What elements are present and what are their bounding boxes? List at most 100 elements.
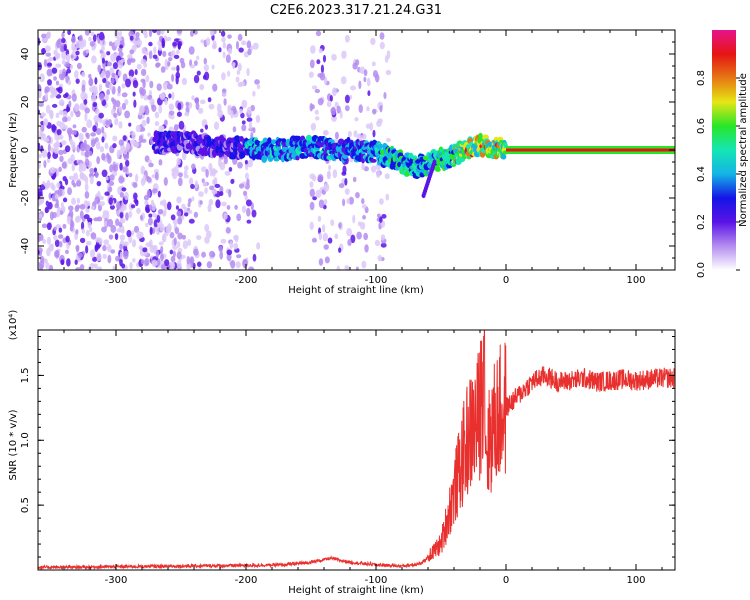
spectrogram-speckle	[94, 108, 100, 115]
spectrogram-speckle	[112, 62, 119, 70]
spectrogram-speckle	[89, 77, 93, 86]
spectrogram-speckle	[153, 219, 158, 228]
spectrogram-speckle	[86, 240, 92, 246]
spectrogram-speckle	[246, 117, 253, 122]
spectrogram-speckle	[179, 57, 185, 64]
spectrogram-ridge-mark	[281, 138, 287, 143]
spectrogram-speckle	[323, 199, 328, 205]
spectrogram-speckle	[197, 107, 204, 114]
spectrogram-speckle	[354, 117, 359, 122]
spectrogram-speckle	[168, 56, 173, 62]
spectrogram-speckle	[125, 212, 129, 221]
spectrogram-ridge-mark	[478, 132, 483, 140]
spectrogram-speckle	[107, 254, 112, 264]
spectrogram-speckle	[140, 68, 147, 77]
spectrogram-speckle	[129, 35, 134, 41]
spectrogram-speckle	[41, 47, 47, 55]
spectrogram-speckle	[119, 191, 125, 198]
spectrogram-speckle	[62, 197, 68, 203]
spectrogram-speckle	[246, 178, 250, 186]
spectrogram-speckle	[56, 208, 61, 218]
spectrogram-speckle	[187, 239, 192, 247]
spectrogram-speckle	[45, 45, 51, 52]
spectrogram-speckle	[376, 213, 381, 218]
spectrogram-speckle	[221, 201, 227, 207]
spectrogram-speckle	[68, 205, 74, 211]
spectrogram-speckle	[315, 30, 322, 37]
spectrogram-speckle	[148, 30, 153, 38]
spectrogram-speckle	[106, 155, 112, 164]
spectrogram-speckle	[81, 228, 85, 234]
spectrogram-speckle	[176, 196, 182, 204]
spectrogram-speckle	[310, 45, 316, 54]
spectrogram-speckle	[38, 102, 44, 107]
spectrogram-speckle	[51, 67, 58, 74]
spectrogram-speckle	[118, 148, 123, 156]
spectrogram-speckle	[117, 70, 122, 77]
spectrogram-speckle	[151, 259, 158, 268]
spectrogram-speckle	[171, 262, 176, 269]
spectrogram-speckle	[148, 213, 153, 218]
spectrogram-speckle	[198, 191, 204, 198]
spectrogram-speckle	[108, 234, 114, 240]
spectrogram-speckle	[96, 266, 103, 270]
spectrogram-speckle	[315, 189, 322, 198]
spectrogram-speckle	[59, 210, 64, 215]
spectrogram-speckle	[99, 72, 104, 78]
spectrogram-speckle	[45, 262, 50, 269]
y-tick-label: -40	[20, 238, 31, 254]
spectrogram-speckle	[101, 136, 105, 143]
spectrogram-speckle	[251, 209, 257, 218]
spectrogram-speckle	[92, 125, 97, 133]
spectrogram-speckle	[58, 149, 64, 156]
spectrogram-x-ticks: -300 -200 -100 0 100	[37, 30, 663, 286]
spectrogram-speckle	[238, 183, 245, 189]
spectrogram-speckle	[236, 254, 242, 259]
spectrogram-speckle	[344, 188, 350, 195]
spectrogram-speckle	[39, 263, 44, 270]
spectrogram-speckle	[167, 201, 172, 211]
spectrogram-speckle	[83, 98, 88, 105]
spectrogram-speckle	[41, 223, 48, 229]
spectrogram-speckle	[256, 84, 261, 90]
spectrogram-speckle	[127, 53, 133, 60]
spectrogram-speckle	[98, 31, 105, 41]
spectrogram-speckle	[138, 135, 143, 144]
spectrogram-speckle	[375, 170, 381, 178]
spectrogram-speckle	[90, 139, 96, 148]
spectrogram-speckle	[181, 77, 188, 86]
spectrogram-speckle	[318, 199, 325, 209]
colorbar-tick-label: 0.8	[696, 70, 707, 86]
spectrogram-speckle	[227, 70, 231, 77]
spectrogram-speckle	[119, 44, 123, 49]
spectrogram-speckle	[203, 71, 210, 81]
spectrogram-speckle	[56, 120, 62, 127]
spectrogram-speckle	[75, 204, 81, 210]
spectrogram-speckle	[61, 31, 65, 39]
spectrogram-speckle	[66, 68, 72, 74]
spectrogram-ridge-mark	[378, 143, 383, 149]
spectrogram-speckle	[244, 159, 248, 165]
x-tick-label: 0	[503, 275, 509, 286]
spectrogram-speckle	[332, 169, 338, 179]
spectrogram-speckle	[238, 47, 244, 53]
spectrogram-speckle	[84, 176, 89, 185]
spectrogram-speckle	[84, 158, 90, 167]
spectrogram-speckle	[96, 156, 101, 165]
spectrogram-speckle	[80, 162, 87, 172]
spectrogram-speckle	[160, 264, 167, 270]
spectrogram-speckle	[75, 180, 82, 187]
spectrogram-speckle	[58, 99, 65, 106]
spectrogram-speckle	[110, 53, 116, 62]
spectrogram-speckle	[370, 165, 377, 173]
spectrogram-speckle	[346, 228, 353, 237]
spectrogram-speckle	[363, 69, 368, 77]
spectrogram-speckle	[96, 216, 103, 222]
spectrogram-speckle	[239, 81, 246, 87]
spectrogram-speckle	[379, 41, 385, 50]
spectrogram-speckle	[336, 265, 341, 270]
spectrogram-speckle	[191, 95, 195, 101]
spectrogram-speckle	[194, 96, 200, 105]
spectrogram-speckle	[38, 83, 41, 91]
spectrogram-speckle	[327, 237, 333, 244]
